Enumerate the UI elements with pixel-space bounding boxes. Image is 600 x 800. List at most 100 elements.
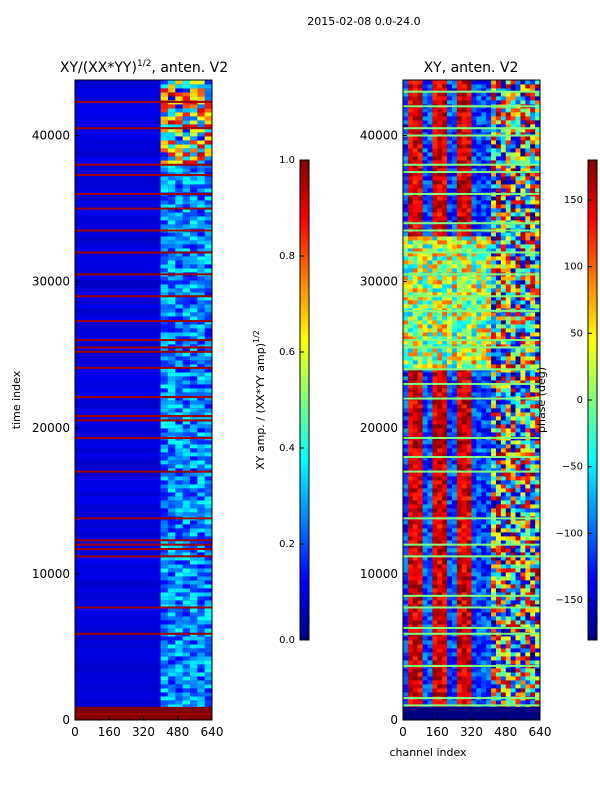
phase-cell bbox=[466, 496, 472, 501]
amp-cell bbox=[175, 236, 184, 241]
phase-cell bbox=[500, 508, 507, 513]
amp-cell bbox=[175, 584, 184, 589]
phase-cell bbox=[520, 352, 526, 357]
amp-cell bbox=[175, 344, 184, 349]
phase-cell bbox=[535, 324, 541, 329]
phase-cell bbox=[491, 612, 497, 617]
phase-cell bbox=[447, 640, 453, 645]
phase-cell bbox=[447, 344, 453, 349]
phase-cell bbox=[486, 524, 492, 529]
phase-cell bbox=[476, 476, 482, 481]
phase-cell bbox=[466, 424, 472, 429]
amp-cell bbox=[175, 284, 184, 289]
amp-cell bbox=[189, 360, 198, 365]
phase-cell bbox=[491, 672, 497, 677]
phase-cell bbox=[442, 468, 448, 473]
phase-cell bbox=[495, 420, 502, 425]
amp-cell bbox=[204, 176, 213, 181]
phase-cell bbox=[505, 552, 512, 557]
phase-cell bbox=[510, 296, 516, 301]
phase-cell bbox=[515, 568, 521, 573]
phase-cell bbox=[520, 496, 526, 501]
phase-cell bbox=[530, 656, 536, 661]
phase-cell bbox=[505, 580, 512, 585]
amp-cell bbox=[175, 304, 184, 309]
phase-cell bbox=[437, 548, 443, 553]
phase-cell bbox=[515, 292, 521, 297]
phase-cell bbox=[403, 296, 409, 301]
amp-cell bbox=[182, 220, 191, 225]
phase-cell bbox=[486, 332, 492, 337]
phase-cell bbox=[451, 232, 458, 237]
amp-cell bbox=[197, 280, 206, 285]
amp-flag-row bbox=[75, 539, 212, 542]
phase-cell bbox=[500, 316, 507, 321]
phase-cell bbox=[432, 504, 438, 509]
amp-cell bbox=[160, 224, 169, 229]
phase-cell bbox=[495, 576, 502, 581]
phase-cell bbox=[417, 564, 423, 569]
phase-cell bbox=[471, 420, 477, 425]
amp-bg-row bbox=[75, 84, 212, 89]
amp-cell bbox=[204, 332, 213, 337]
amp-cell bbox=[182, 548, 191, 553]
phase-cell bbox=[505, 576, 512, 581]
amp-bg-row bbox=[75, 364, 212, 369]
amp-cell bbox=[197, 612, 206, 617]
phase-cell bbox=[471, 528, 477, 533]
phase-cell bbox=[447, 380, 453, 385]
amp-cell bbox=[160, 360, 169, 365]
amp-cell bbox=[197, 356, 206, 361]
phase-cell bbox=[417, 236, 423, 241]
phase-cell bbox=[427, 468, 433, 473]
phase-cell bbox=[476, 236, 482, 241]
phase-cell bbox=[466, 440, 472, 445]
phase-cell bbox=[461, 624, 468, 629]
amp-cell bbox=[189, 240, 198, 245]
phase-cell bbox=[403, 240, 409, 245]
phase-cell bbox=[456, 356, 463, 361]
amp-bg-row bbox=[75, 120, 212, 125]
phase-cell bbox=[535, 392, 541, 397]
amp-cell bbox=[204, 232, 213, 237]
phase-cell bbox=[471, 660, 477, 665]
amp-cell bbox=[175, 464, 184, 469]
amp-cell bbox=[167, 508, 176, 513]
phase-cell bbox=[520, 384, 526, 389]
amp-bg-row bbox=[75, 92, 212, 97]
phase-cell bbox=[515, 304, 521, 309]
phase-cell bbox=[471, 504, 477, 509]
amp-bg-row bbox=[75, 116, 212, 121]
amp-cell bbox=[160, 208, 169, 213]
phase-cell bbox=[510, 612, 516, 617]
phase-cell bbox=[505, 572, 512, 577]
phase-cell bbox=[456, 592, 463, 597]
phase-cell bbox=[456, 324, 463, 329]
phase-cell bbox=[495, 536, 502, 541]
amp-cell bbox=[204, 656, 213, 661]
phase-cell bbox=[510, 248, 516, 253]
amp-cell bbox=[189, 508, 198, 513]
phase-cell bbox=[422, 552, 428, 557]
phase-cell bbox=[412, 288, 419, 293]
amp-bg-row bbox=[75, 312, 212, 317]
amp-cell bbox=[204, 408, 213, 413]
amp-cell bbox=[204, 380, 213, 385]
phase-cell bbox=[417, 528, 423, 533]
amp-x-tick-label-640: 640 bbox=[201, 725, 224, 739]
phase-cell bbox=[481, 668, 487, 673]
amp-cell bbox=[197, 536, 206, 541]
amp-cell bbox=[175, 488, 184, 493]
phase-cell bbox=[422, 444, 428, 449]
phase-cell bbox=[461, 416, 468, 421]
amp-cell bbox=[189, 120, 198, 125]
phase-cell bbox=[530, 296, 536, 301]
amp-cell bbox=[175, 468, 184, 473]
amp-cell bbox=[197, 480, 206, 485]
amp-cell bbox=[204, 156, 213, 161]
phase-cell bbox=[476, 392, 482, 397]
amp-cell bbox=[167, 308, 176, 313]
amp-cell bbox=[182, 144, 191, 149]
phase-cell bbox=[510, 452, 516, 457]
